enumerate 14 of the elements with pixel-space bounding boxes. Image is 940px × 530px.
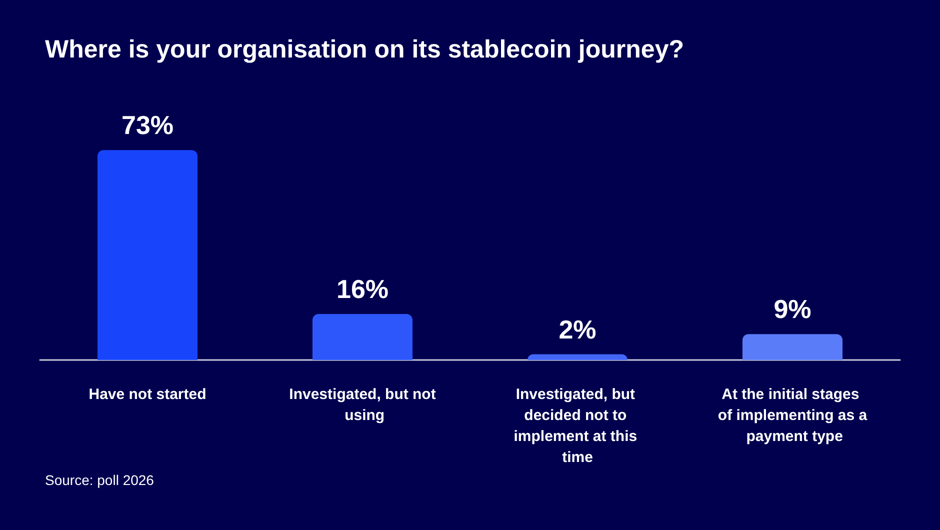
x-tick-label: Investigated, but decided not to implement at this time: [514, 386, 642, 466]
x-tick-label: Have not started: [88, 386, 206, 403]
data-label: 2%: [558, 314, 596, 344]
x-tick-label: At the initial stages of implementing as a payment type: [718, 386, 868, 445]
data-label: 9%: [774, 294, 812, 324]
bar: [98, 150, 198, 360]
source-note: Source: poll 2026: [45, 472, 154, 488]
data-label: 16%: [336, 274, 389, 304]
x-tick-label: Investigated, but not using: [289, 386, 436, 424]
data-label: 73%: [121, 110, 174, 140]
chart-title: Where is your organisation on its stablecoin journey?: [45, 36, 684, 64]
bar: [312, 314, 412, 360]
bar: [528, 354, 628, 360]
bar: [742, 334, 842, 360]
